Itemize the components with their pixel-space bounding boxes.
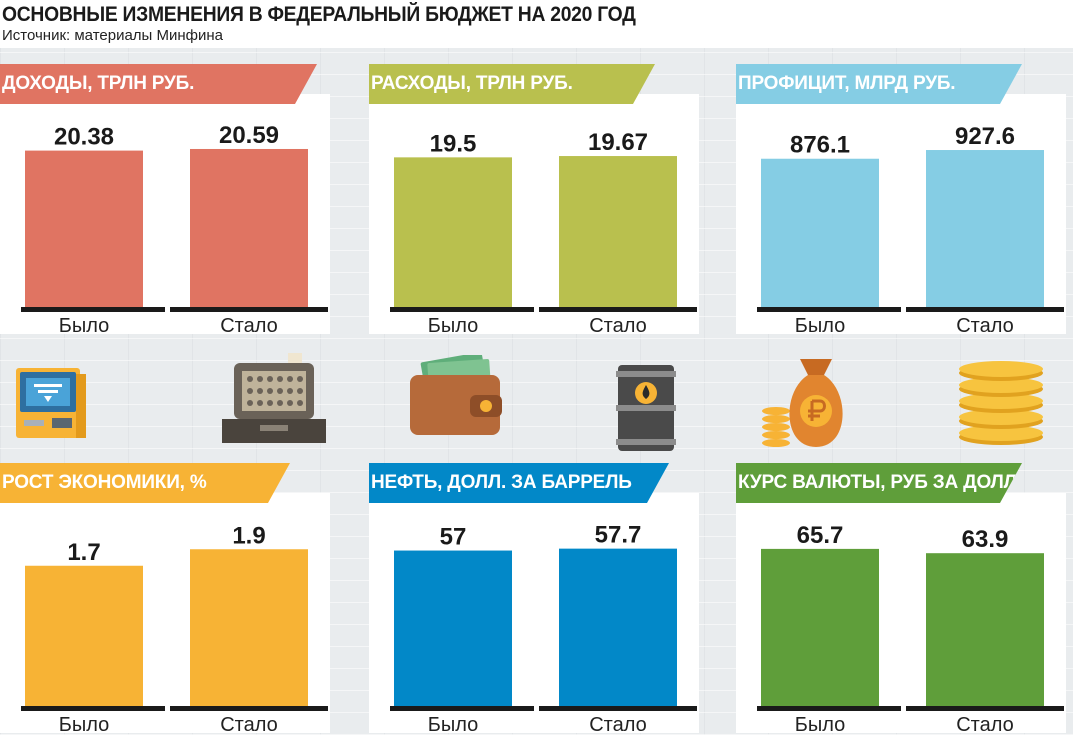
bar-before xyxy=(25,565,143,706)
baseline xyxy=(906,706,1064,711)
chart-expenses: 19.5 Было 19.67 Стало xyxy=(369,94,699,334)
category-label: Было xyxy=(428,714,479,733)
bar-before xyxy=(394,157,512,307)
data-label: 20.59 xyxy=(219,122,279,149)
baseline xyxy=(906,307,1064,312)
baseline xyxy=(757,307,901,312)
baseline xyxy=(21,706,165,711)
category-label: Было xyxy=(428,315,479,334)
panel-currency: КУРС ВАЛЮТЫ, РУБ ЗА ДОЛЛ. 65.7 Было 63.9 Ст… xyxy=(736,463,1066,733)
panel-title-revenue: ДОХОДЫ, ТРЛН РУБ. xyxy=(0,64,317,104)
baseline xyxy=(170,706,328,711)
bar-chart-svg: 65.7 Было 63.9 Стало xyxy=(757,522,1064,733)
chart-currency: 65.7 Было 63.9 Стало xyxy=(736,493,1066,733)
bar-before xyxy=(761,158,879,307)
data-label: 65.7 xyxy=(797,522,844,549)
bar-after xyxy=(559,156,677,307)
category-label: Стало xyxy=(220,714,278,733)
category-label: Стало xyxy=(220,315,278,334)
bar-before xyxy=(761,548,879,706)
data-label: 876.1 xyxy=(790,132,850,159)
category-label: Стало xyxy=(956,714,1014,733)
coin-stack-icon xyxy=(959,361,1043,445)
baseline xyxy=(390,307,534,312)
baseline xyxy=(170,307,328,312)
bar-chart-svg: 57 Было 57.7 Стало xyxy=(390,522,697,733)
data-label: 19.5 xyxy=(430,130,477,157)
wallet-icon xyxy=(410,355,502,435)
bar-after xyxy=(559,548,677,706)
bar-before xyxy=(394,550,512,706)
panel-revenue: ДОХОДЫ, ТРЛН РУБ. 20.38 Было 20.59 Стало xyxy=(0,64,330,334)
data-label: 927.6 xyxy=(955,123,1015,150)
chart-revenue: 20.38 Было 20.59 Стало xyxy=(0,94,330,334)
bar-before xyxy=(25,150,143,307)
panel-expenses: РАСХОДЫ, ТРЛН РУБ. 19.5 Было 19.67 Стало xyxy=(369,64,699,334)
bar-chart-svg: 876.1 Было 927.6 Стало xyxy=(757,123,1064,334)
panel-title-currency: КУРС ВАЛЮТЫ, РУБ ЗА ДОЛЛ. xyxy=(736,463,1022,503)
category-label: Стало xyxy=(589,714,647,733)
baseline xyxy=(539,706,697,711)
baseline xyxy=(390,706,534,711)
chart-surplus: 876.1 Было 927.6 Стало xyxy=(736,94,1066,334)
atm-icon xyxy=(16,368,86,438)
panel-title-growth: РОСТ ЭКОНОМИКИ, % xyxy=(0,463,290,503)
panel-oil: НЕФТЬ, ДОЛЛ. ЗА БАРРЕЛЬ 57 Было 57.7 Стало xyxy=(369,463,699,733)
panel-title-oil: НЕФТЬ, ДОЛЛ. ЗА БАРРЕЛЬ xyxy=(369,463,669,503)
data-label: 19.67 xyxy=(588,129,648,156)
header: ОСНОВНЫЕ ИЗМЕНЕНИЯ В ФЕДЕРАЛЬНЫЙ БЮДЖЕТ … xyxy=(0,0,1073,48)
baseline xyxy=(539,307,697,312)
bar-chart-svg: 1.7 Было 1.9 Стало xyxy=(21,522,328,733)
data-label: 20.38 xyxy=(54,124,114,151)
data-label: 1.9 xyxy=(232,522,265,549)
category-label: Было xyxy=(795,714,846,733)
baseline xyxy=(757,706,901,711)
data-label: 57 xyxy=(440,524,467,551)
bar-after xyxy=(190,549,308,706)
money-bag-icon xyxy=(762,359,843,447)
page-title: ОСНОВНЫЕ ИЗМЕНЕНИЯ В ФЕДЕРАЛЬНЫЙ БЮДЖЕТ … xyxy=(2,3,636,26)
bar-after xyxy=(190,148,308,307)
oil-barrel-icon xyxy=(616,365,676,451)
data-label: 57.7 xyxy=(595,522,642,549)
source-note: Источник: материалы Минфина xyxy=(2,27,224,44)
chart-oil: 57 Было 57.7 Стало xyxy=(369,493,699,733)
category-label: Было xyxy=(59,714,110,733)
baseline xyxy=(21,307,165,312)
panel-surplus: ПРОФИЦИТ, МЛРД РУБ. 876.1 Было 927.6 Стало xyxy=(736,64,1066,334)
panel-title-expenses: РАСХОДЫ, ТРЛН РУБ. xyxy=(369,64,655,104)
data-label: 1.7 xyxy=(67,539,100,566)
panel-title-surplus: ПРОФИЦИТ, МЛРД РУБ. xyxy=(736,64,1022,104)
category-label: Было xyxy=(795,315,846,334)
chart-growth: 1.7 Было 1.9 Стало xyxy=(0,493,330,733)
data-label: 63.9 xyxy=(962,526,1009,553)
bar-chart-svg: 20.38 Было 20.59 Стало xyxy=(21,122,328,334)
icon-strip xyxy=(0,345,1073,457)
category-label: Стало xyxy=(956,315,1014,334)
bar-after xyxy=(926,150,1044,307)
cash-register-icon xyxy=(222,353,326,443)
category-label: Было xyxy=(59,315,110,334)
panel-growth: РОСТ ЭКОНОМИКИ, % 1.7 Было 1.9 Стало xyxy=(0,463,330,733)
bar-after xyxy=(926,553,1044,706)
bar-chart-svg: 19.5 Было 19.67 Стало xyxy=(390,129,697,334)
category-label: Стало xyxy=(589,315,647,334)
